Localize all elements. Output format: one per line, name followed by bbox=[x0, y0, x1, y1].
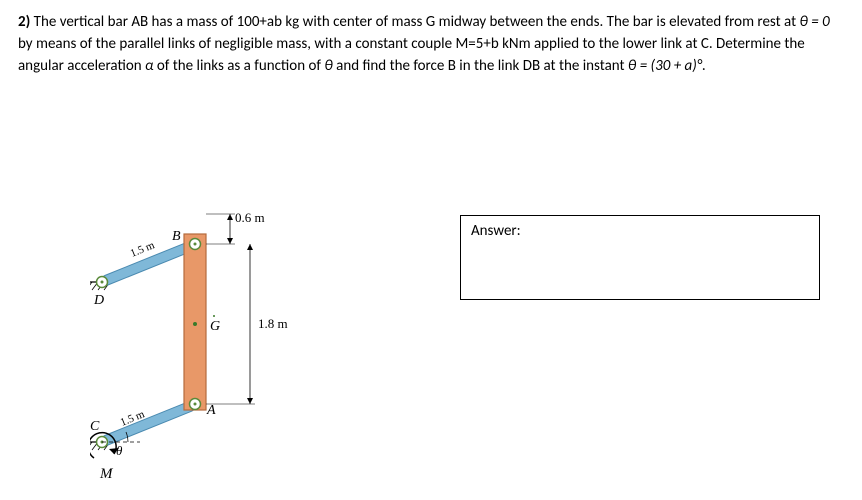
label-m: M bbox=[99, 466, 114, 482]
label-a: A bbox=[206, 403, 216, 418]
label-c: C bbox=[90, 419, 100, 434]
theta: θ bbox=[324, 57, 332, 75]
label-d: D bbox=[93, 293, 104, 308]
answer-box: Answer: bbox=[460, 215, 820, 300]
problem-p3: of the links as a function of bbox=[154, 57, 325, 75]
period: . bbox=[702, 57, 706, 75]
label-b: B bbox=[172, 229, 181, 244]
problem-number: 2) bbox=[18, 13, 30, 31]
alpha: α bbox=[145, 57, 153, 75]
problem-p1: The vertical bar AB has a mass of 100+ab… bbox=[30, 13, 799, 31]
label-g: G bbox=[210, 319, 220, 334]
dim-06-text: 0.6 m bbox=[235, 210, 265, 225]
problem-statement: 2) The vertical bar AB has a mass of 100… bbox=[18, 12, 844, 77]
dim-18-text: 1.8 m bbox=[258, 316, 288, 331]
theta-eq-zero: θ = 0 bbox=[800, 13, 830, 31]
problem-p4: and find the force B in the link DB at t… bbox=[333, 57, 628, 75]
label-theta: θ bbox=[116, 443, 123, 458]
mechanism-figure: B D G A C M θ 0.6 m 1.8 m 1.5 m 1.5 m bbox=[90, 200, 300, 490]
answer-label: Answer: bbox=[471, 222, 521, 240]
point-g bbox=[193, 322, 197, 326]
theta-eq: θ = (30 + a)° bbox=[628, 57, 702, 75]
